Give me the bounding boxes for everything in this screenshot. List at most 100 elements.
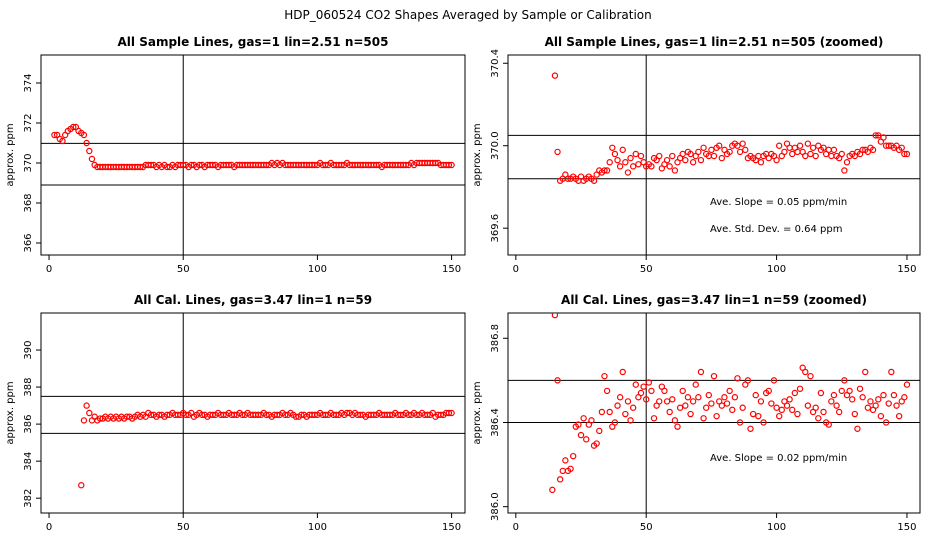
annotation: Ave. Slope = 0.05 ppm/min [710, 197, 847, 208]
data-point [567, 465, 574, 472]
data-point [687, 410, 694, 418]
data-point [445, 409, 453, 417]
x-tick-label: 100 [308, 522, 327, 533]
data-point [663, 156, 671, 164]
data-point [783, 402, 791, 409]
data-point [671, 417, 679, 424]
data-point [807, 372, 814, 380]
data-point [311, 411, 318, 419]
data-point [807, 150, 814, 158]
data-point [697, 156, 705, 164]
data-point [796, 142, 804, 149]
data-point [556, 476, 564, 483]
data-point [802, 152, 809, 160]
data-point [88, 155, 96, 163]
data-point [629, 404, 637, 411]
data-point [791, 389, 799, 397]
data-points [551, 72, 911, 184]
data-point [590, 177, 598, 184]
data-point [830, 391, 838, 399]
data-point [611, 150, 619, 158]
annotation: Ave. Std. Dev. = 0.64 ppm [710, 224, 842, 235]
x-tick-label: 100 [308, 264, 327, 275]
data-point [155, 411, 163, 419]
y-axis-label: approx. ppm [472, 381, 483, 444]
data-point [559, 467, 566, 475]
chart-title: All Sample Lines, gas=1 lin=2.51 n=505 (… [545, 35, 884, 49]
data-point [448, 409, 455, 417]
data-point [322, 161, 329, 169]
data-point [781, 148, 788, 156]
data-point [734, 375, 741, 382]
x-tick-label: 150 [897, 264, 916, 275]
data-point [734, 142, 741, 149]
data-point [78, 482, 85, 489]
data-point [702, 404, 710, 411]
data-point [736, 148, 744, 156]
data-point [869, 146, 877, 154]
data-point [723, 400, 731, 407]
data-point [564, 175, 572, 182]
data-point [875, 132, 882, 139]
data-point [397, 411, 404, 419]
data-point [692, 381, 699, 388]
data-point [841, 167, 848, 174]
data-point [601, 372, 608, 380]
data-point [708, 400, 715, 407]
y-tick-label: 388 [23, 378, 34, 397]
data-point [841, 377, 848, 384]
data-point [619, 368, 626, 376]
data-point [802, 368, 809, 376]
data-point [864, 404, 872, 411]
data-point [182, 411, 190, 419]
data-point [640, 383, 647, 390]
data-point [580, 415, 587, 422]
data-point [656, 398, 663, 405]
data-point [231, 411, 238, 419]
plot-frame [40, 312, 466, 514]
data-point [739, 404, 746, 411]
data-point [856, 385, 864, 392]
data-point [551, 313, 559, 319]
data-point [708, 146, 715, 154]
data-point [760, 419, 767, 426]
data-point [755, 152, 762, 160]
data-point [718, 154, 726, 162]
data-point [749, 410, 757, 418]
data-point [413, 411, 420, 419]
data-point [721, 394, 728, 401]
data-point [263, 161, 270, 169]
data-point [551, 72, 559, 79]
data-point [877, 412, 885, 420]
y-axis-label: approx. ppm [5, 381, 16, 444]
data-point [789, 150, 796, 158]
annotation: Ave. Slope = 0.02 ppm/min [710, 453, 847, 464]
data-point [123, 413, 131, 420]
plot-frame [507, 54, 921, 256]
data-point [786, 144, 793, 151]
data-point [713, 412, 720, 420]
y-axis-label: approx. ppm [472, 123, 483, 186]
data-point [843, 159, 851, 166]
x-tick-label: 100 [767, 522, 786, 533]
data-point [895, 412, 903, 420]
data-point [747, 425, 754, 432]
data-point [671, 167, 679, 174]
y-tick-label: 384 [23, 452, 34, 471]
data-point [775, 142, 783, 149]
data-point [705, 391, 712, 399]
data-point [209, 411, 216, 419]
data-point [596, 427, 603, 435]
y-tick-label: 386.8 [490, 324, 501, 353]
y-tick-label: 386.4 [490, 408, 501, 437]
data-point [619, 146, 626, 154]
y-tick-label: 369.6 [490, 214, 501, 243]
data-point [188, 161, 195, 169]
data-points [549, 313, 911, 494]
data-point [718, 402, 726, 409]
data-point [804, 402, 812, 409]
panels: All Sample Lines, gas=1 lin=2.51 n=505 0 5… [5, 35, 921, 533]
data-point [830, 146, 838, 154]
data-point [775, 412, 783, 420]
chart-title: All Cal. Lines, gas=3.47 lin=1 n=59 (zoo… [561, 293, 867, 307]
